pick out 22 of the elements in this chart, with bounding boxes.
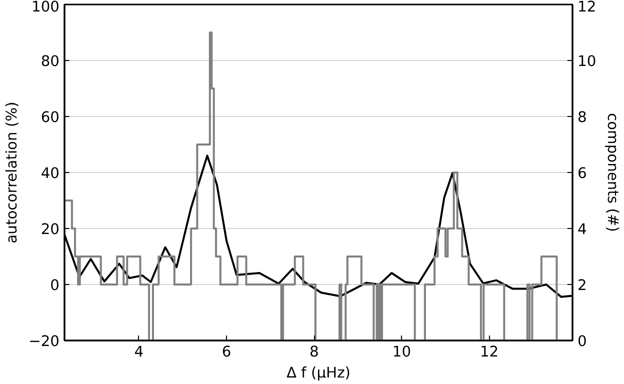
y2-tick-label: 12 <box>578 0 596 16</box>
y2-tick-label: 6 <box>578 165 587 182</box>
x-tick-label: 6 <box>222 344 232 360</box>
y-axis-title: autocorrelation (%) <box>4 102 21 244</box>
y2-tick-label: 10 <box>578 53 596 70</box>
y-tick-label: 60 <box>40 109 60 126</box>
y-tick-label: 80 <box>40 53 60 70</box>
y-tick-label: 0 <box>50 277 60 294</box>
x-axis-title: Δ f (μHz) <box>286 364 350 382</box>
y2-tick-label: 8 <box>578 109 587 126</box>
x-tick-label: 4 <box>134 344 144 360</box>
y2-tick-label: 2 <box>578 277 587 294</box>
y-tick-label: 40 <box>40 165 60 182</box>
y-tick-label: 20 <box>40 221 60 238</box>
x-tick-label: 8 <box>309 344 319 360</box>
y2-tick-label: 4 <box>578 221 587 238</box>
y-tick-label: 100 <box>32 0 60 16</box>
x-tick-label: 10 <box>392 344 412 360</box>
y2-tick-label: 0 <box>578 333 587 350</box>
y2-axis-title: components (#) <box>604 113 622 232</box>
y-tick-label: −20 <box>28 333 60 350</box>
x-tick-label: 12 <box>480 344 499 360</box>
